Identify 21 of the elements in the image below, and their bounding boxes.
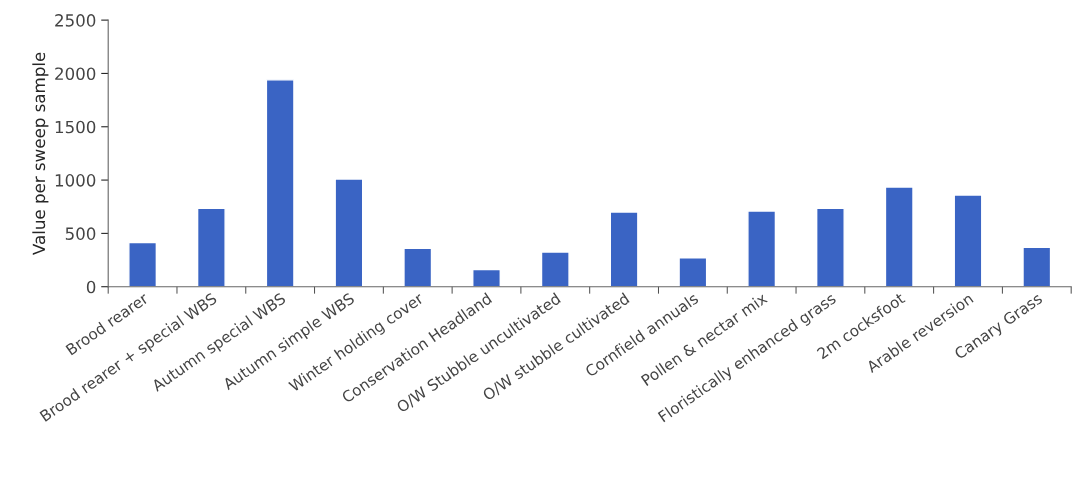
bar: [678, 257, 708, 287]
bar: [609, 211, 639, 287]
bar: [540, 251, 570, 287]
bar: [334, 178, 364, 287]
bar: [1022, 246, 1052, 287]
y-tick-label: 0: [86, 280, 96, 294]
bar: [403, 247, 433, 287]
bar: [815, 207, 845, 287]
y-tick-label: 1500: [55, 120, 96, 134]
y-tick-label: 500: [65, 227, 96, 240]
bar: [472, 268, 501, 287]
bar: [265, 79, 295, 287]
y-tick-label: 2000: [55, 67, 96, 81]
y-tick-label: 2500: [55, 14, 96, 27]
bar: [953, 194, 983, 287]
bar: [747, 210, 777, 287]
bar: [884, 186, 914, 287]
bar: [196, 207, 226, 287]
y-axis-title: Value per sweep sample: [32, 52, 49, 255]
y-tick-label: 1000: [55, 174, 96, 187]
bar: [128, 241, 158, 287]
